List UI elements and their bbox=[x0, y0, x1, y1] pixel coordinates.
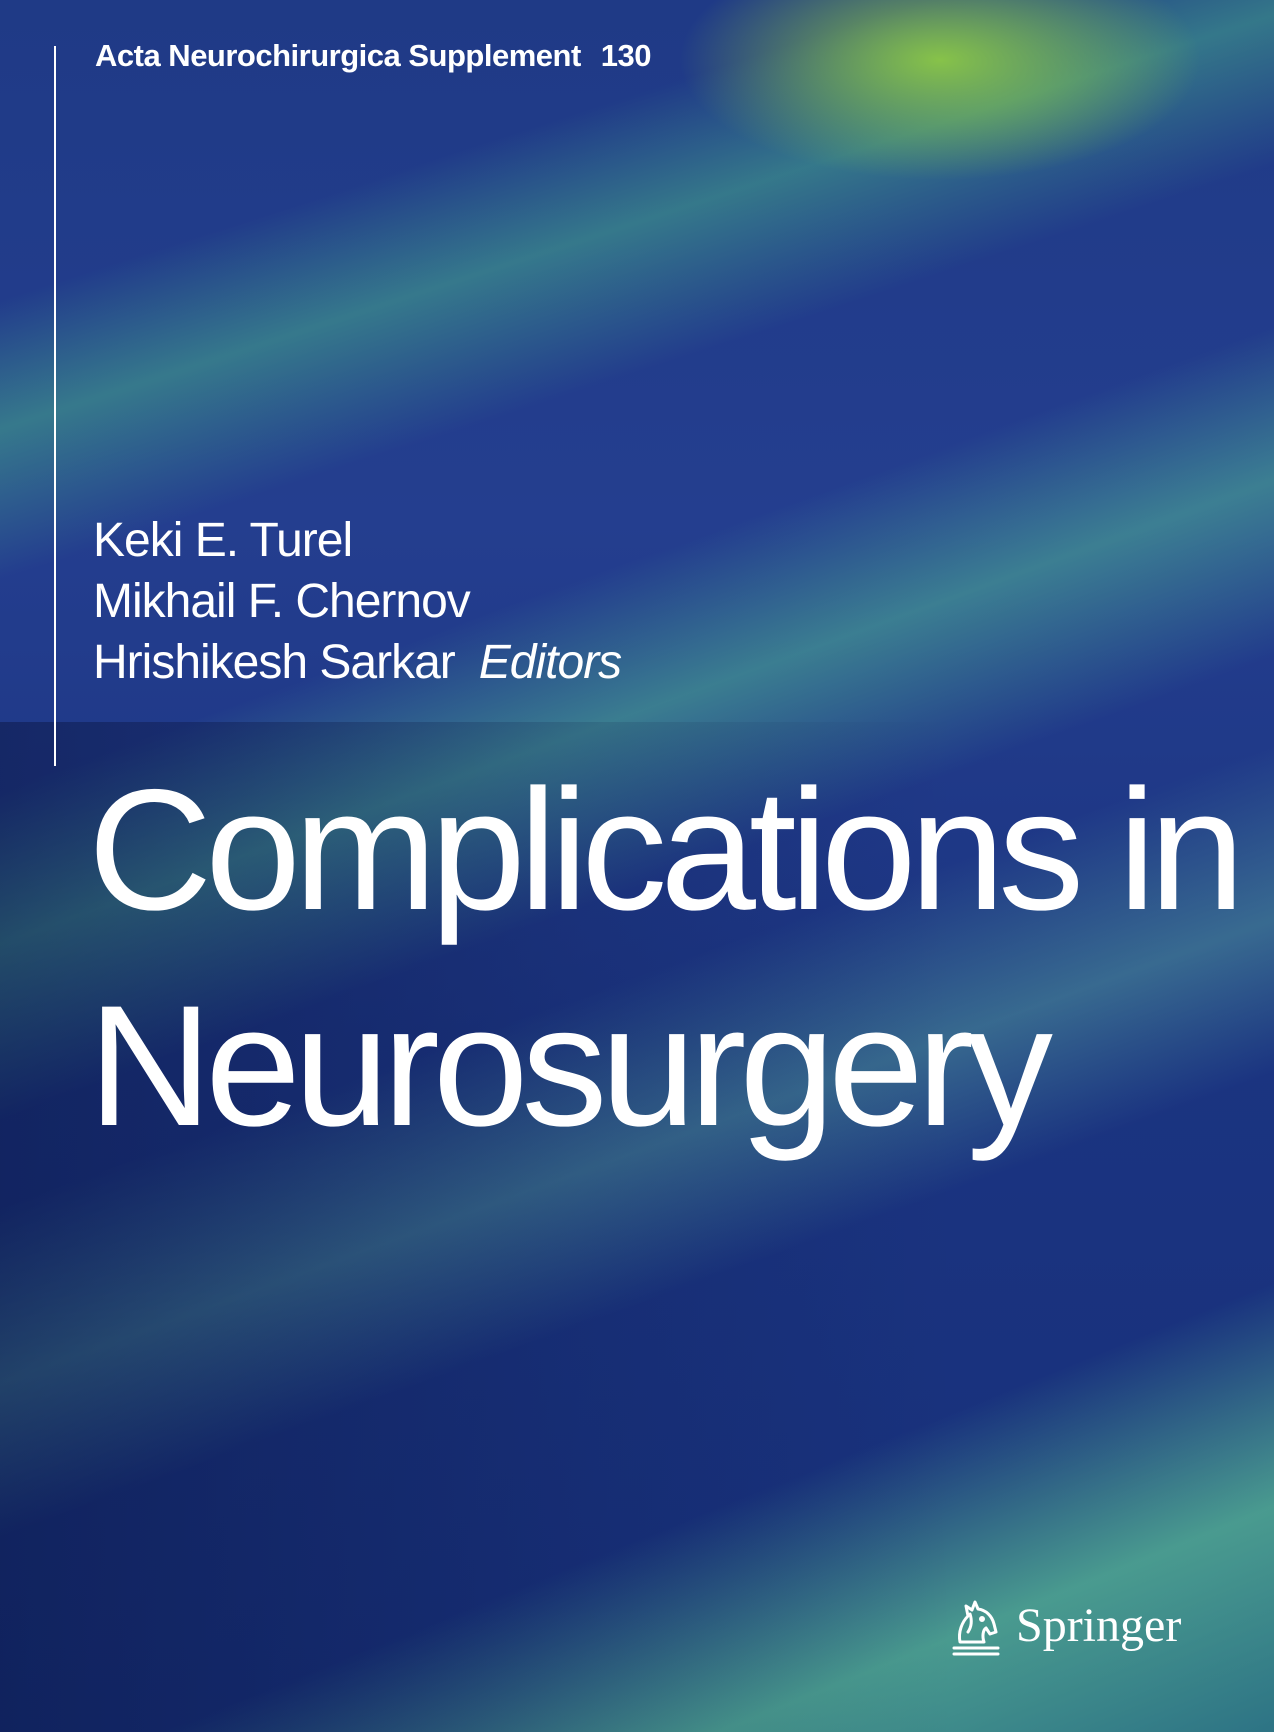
vertical-rule bbox=[54, 46, 56, 766]
editor-name: Hrishikesh Sarkar bbox=[93, 636, 456, 689]
editor-name: Mikhail F. Chernov bbox=[93, 575, 471, 628]
editor-name: Keki E. Turel bbox=[93, 514, 353, 567]
series-name: Acta Neurochirurgica Supplement bbox=[95, 38, 581, 73]
publisher-mark: Springer bbox=[948, 1585, 1181, 1665]
lower-shade bbox=[0, 722, 1274, 1732]
series-line: Acta Neurochirurgica Supplement 130 bbox=[95, 38, 652, 74]
springer-horse-icon bbox=[952, 1600, 1000, 1656]
editors-block: Keki E. Turel Mikhail F. Chernov Hrishik… bbox=[93, 510, 622, 693]
title-line-2: Neurosurgery bbox=[88, 970, 1053, 1162]
book-title: Complications in Neurosurgery bbox=[88, 742, 1245, 1174]
series-volume: 130 bbox=[600, 38, 652, 73]
editors-role: Editors bbox=[478, 636, 622, 689]
publisher-name: Springer bbox=[1016, 1598, 1182, 1652]
title-line-1: Complications in bbox=[88, 754, 1245, 946]
